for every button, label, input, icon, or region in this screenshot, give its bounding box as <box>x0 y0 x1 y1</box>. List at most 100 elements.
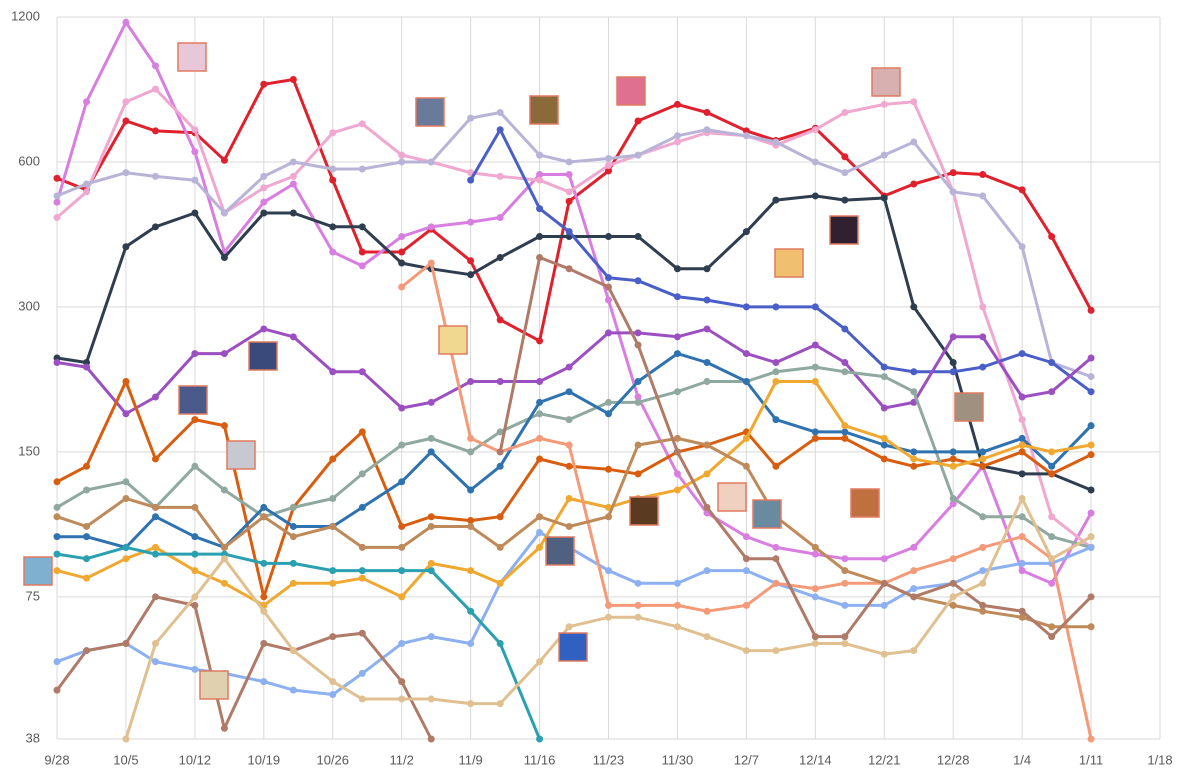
data-point <box>358 574 366 582</box>
data-point <box>565 462 573 470</box>
data-point <box>536 410 544 418</box>
data-point <box>673 623 681 631</box>
data-point <box>427 398 435 406</box>
data-point <box>703 470 711 478</box>
data-point <box>260 678 268 686</box>
data-point <box>289 533 297 541</box>
data-point <box>53 503 61 511</box>
data-point <box>83 522 91 530</box>
data-point <box>358 543 366 551</box>
data-point <box>949 333 957 341</box>
data-point <box>220 422 228 430</box>
data-point <box>949 368 957 376</box>
data-point <box>880 579 888 587</box>
data-point <box>880 194 888 202</box>
data-point <box>358 669 366 677</box>
data-point <box>565 495 573 503</box>
data-point <box>260 607 268 615</box>
data-point <box>742 377 750 385</box>
data-point <box>467 448 475 456</box>
data-point <box>565 197 573 205</box>
data-point <box>536 398 544 406</box>
data-point <box>910 368 918 376</box>
data-point <box>398 283 406 291</box>
data-point <box>1018 607 1026 615</box>
data-point <box>151 127 159 135</box>
icon <box>752 499 782 529</box>
x-tick-label: 12/7 <box>734 752 759 767</box>
data-point <box>880 650 888 658</box>
data-point <box>841 153 849 161</box>
data-point <box>151 550 159 558</box>
x-tick-label: 1/18 <box>1147 752 1172 767</box>
data-point <box>910 455 918 463</box>
data-point <box>841 567 849 575</box>
data-point <box>329 579 337 587</box>
data-point <box>289 579 297 587</box>
data-point <box>289 209 297 217</box>
icon <box>529 95 559 125</box>
data-point <box>191 601 199 609</box>
y-tick-label: 38 <box>26 730 40 745</box>
data-point <box>122 639 130 647</box>
data-point <box>260 559 268 567</box>
data-point <box>979 303 987 311</box>
data-point <box>496 316 504 324</box>
data-point <box>703 126 711 134</box>
data-point <box>1018 393 1026 401</box>
data-point <box>398 259 406 267</box>
data-point <box>910 593 918 601</box>
icon <box>545 536 575 566</box>
data-point <box>742 533 750 541</box>
data-point <box>53 192 61 200</box>
data-point <box>673 601 681 609</box>
data-point <box>1048 513 1056 521</box>
data-point <box>467 114 475 122</box>
data-point <box>1048 533 1056 541</box>
data-point <box>151 455 159 463</box>
data-point <box>949 555 957 563</box>
data-point <box>398 695 406 703</box>
data-point <box>122 377 130 385</box>
data-point <box>772 647 780 655</box>
data-point <box>358 368 366 376</box>
data-point <box>811 377 819 385</box>
series-line <box>56 194 1092 492</box>
data-point <box>83 188 91 196</box>
data-point <box>949 169 957 177</box>
data-point <box>191 209 199 217</box>
data-point <box>53 686 61 694</box>
data-point <box>1018 448 1026 456</box>
data-point <box>220 209 228 217</box>
data-point <box>811 434 819 442</box>
data-point <box>703 377 711 385</box>
data-point <box>772 138 780 146</box>
x-tick-label: 10/5 <box>113 752 138 767</box>
data-point <box>289 559 297 567</box>
data-point <box>605 154 612 162</box>
data-point <box>979 607 987 615</box>
data-point <box>811 428 819 436</box>
data-point <box>496 214 504 222</box>
data-point <box>358 248 366 256</box>
data-point <box>841 368 849 376</box>
data-point <box>1087 354 1095 362</box>
data-point <box>1018 416 1026 424</box>
data-point <box>979 567 987 575</box>
data-point <box>742 555 750 563</box>
icon <box>954 392 984 422</box>
data-point <box>841 169 849 177</box>
icon <box>226 440 256 470</box>
data-point <box>772 555 780 563</box>
data-point <box>398 678 406 686</box>
data-point <box>979 333 987 341</box>
data-point <box>605 283 612 291</box>
data-point <box>496 462 504 470</box>
data-point <box>949 188 957 196</box>
data-point <box>53 513 61 521</box>
data-point <box>536 337 544 345</box>
data-point <box>467 486 475 494</box>
data-point <box>880 555 888 563</box>
data-point <box>289 333 297 341</box>
data-point <box>742 228 750 236</box>
